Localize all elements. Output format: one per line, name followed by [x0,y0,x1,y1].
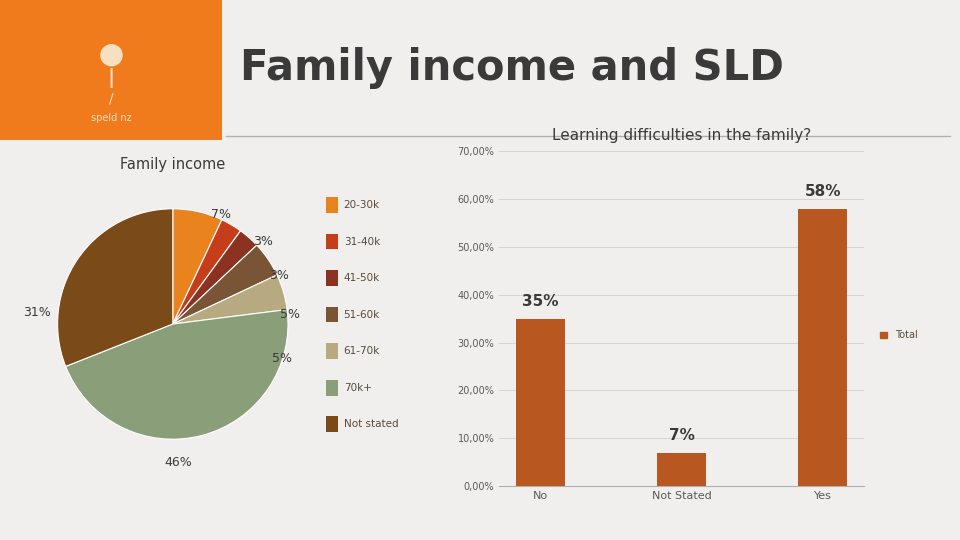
Wedge shape [65,309,288,439]
Text: 41-50k: 41-50k [344,273,380,283]
Bar [0,0,222,140]
Text: /: / [108,91,113,105]
Bar [326,380,338,395]
Bar [326,234,338,249]
Text: 3%: 3% [252,234,273,247]
Wedge shape [58,209,173,367]
Text: 7%: 7% [211,208,231,221]
Bar [326,416,338,432]
Bar [798,208,848,486]
Text: 35%: 35% [522,294,559,309]
Wedge shape [173,231,256,324]
Text: 3%: 3% [269,269,289,282]
Text: 51-60k: 51-60k [344,309,380,320]
Text: 31-40k: 31-40k [344,237,380,247]
Text: 46%: 46% [165,456,192,469]
Title: Learning difficulties in the family?: Learning difficulties in the family? [552,128,811,143]
Bar [326,343,338,359]
Legend: Total: Total [876,327,922,344]
Text: 70k+: 70k+ [344,383,372,393]
Wedge shape [173,220,241,324]
Wedge shape [173,275,287,324]
Title: Family income: Family income [120,157,226,172]
Bar [516,319,565,486]
Bar [326,307,338,322]
Text: 7%: 7% [669,428,694,443]
Bar [326,197,338,213]
Text: Not stated: Not stated [344,419,398,429]
Text: 5%: 5% [280,308,300,321]
Text: speld nz: speld nz [90,113,132,123]
Text: 31%: 31% [23,306,51,319]
Text: 58%: 58% [804,184,841,199]
Wedge shape [173,245,277,324]
Bar [326,270,338,286]
Text: Family income and SLD: Family income and SLD [240,47,784,89]
Bar [657,453,707,486]
Text: ⬤: ⬤ [99,44,124,66]
Wedge shape [173,209,222,324]
Text: |: | [108,68,114,88]
Text: 20-30k: 20-30k [344,200,380,210]
Text: 5%: 5% [273,352,292,365]
Text: 61-70k: 61-70k [344,346,380,356]
